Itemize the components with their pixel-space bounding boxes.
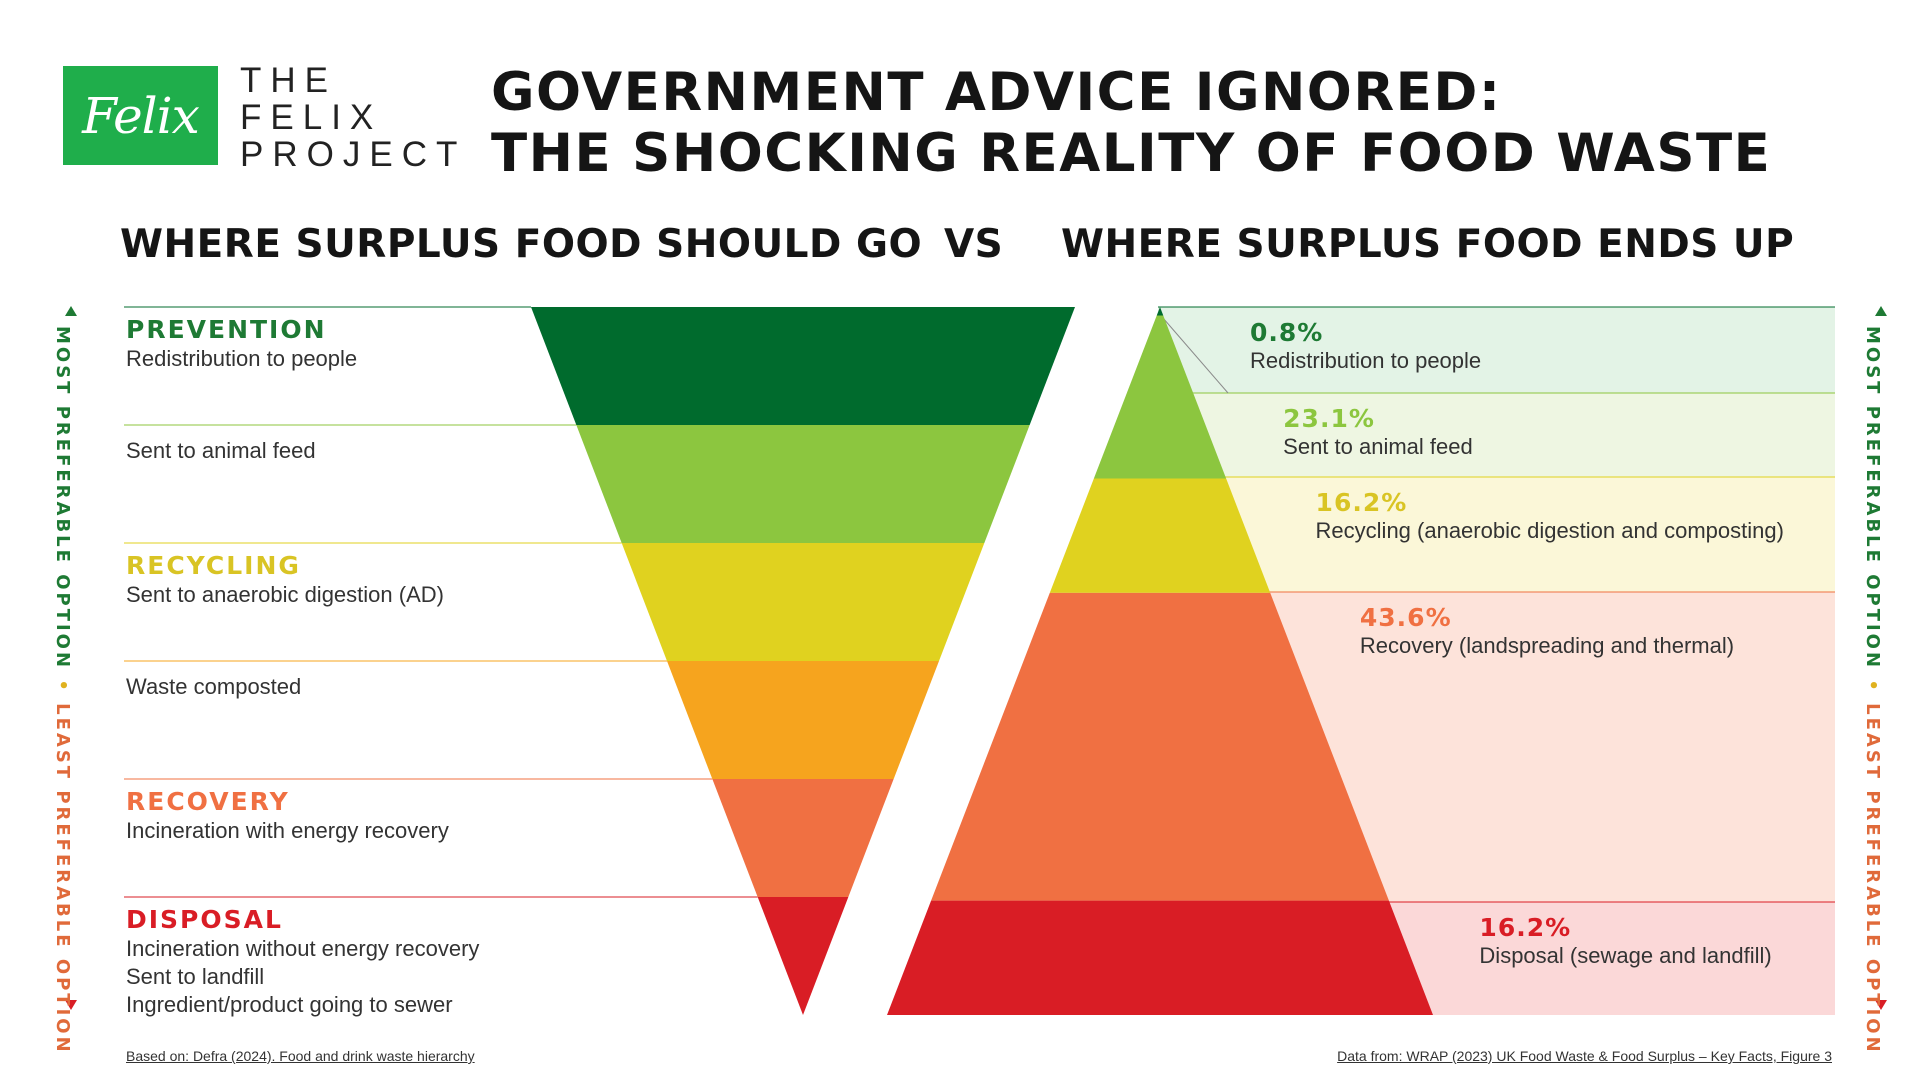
outcome-percentage: 0.8% [1250, 318, 1324, 347]
preference-axis-right: MOST PREFERABLE OPTION • LEAST PREFERABL… [1862, 326, 1883, 1055]
source-note-left: Based on: Defra (2024). Food and drink w… [126, 1048, 475, 1064]
outcome-slice-4 [931, 592, 1389, 901]
arrow-down-icon [65, 1000, 77, 1010]
axis-dot: • [52, 679, 73, 694]
hierarchy-description: Ingredient/product going to sewer [126, 992, 453, 1017]
axis-least-text: LEAST PREFERABLE OPTION [1862, 703, 1883, 1055]
hierarchy-description: Sent to landfill [126, 964, 265, 989]
logo-script: Felix [82, 86, 200, 145]
hierarchy-category-label: RECOVERY [126, 787, 290, 816]
arrow-up-icon [1875, 306, 1887, 316]
axis-most-text: MOST PREFERABLE OPTION [52, 326, 73, 671]
outcome-percentage: 43.6% [1359, 603, 1452, 632]
logo-mark: Felix [63, 66, 218, 165]
logo-line: THE [240, 61, 337, 100]
arrow-up-icon [65, 306, 77, 316]
logo-line: FELIX [240, 98, 383, 137]
hierarchy-divider-lines [124, 306, 758, 898]
arrow-down-icon [1875, 1000, 1887, 1010]
axis-dot: • [1862, 679, 1883, 694]
outcome-slice-2 [1093, 315, 1227, 479]
outcome-percentage: 16.2% [1315, 488, 1408, 517]
outcome-label: Sent to animal feed [1283, 434, 1473, 459]
preference-axis-left: MOST PREFERABLE OPTION • LEAST PREFERABL… [52, 326, 73, 1055]
title-line-1: GOVERNMENT ADVICE IGNORED: [491, 62, 1502, 123]
hierarchy-tier-3 [621, 543, 985, 661]
outcome-label: Recycling (anaerobic digestion and compo… [1315, 518, 1784, 543]
title-line-2: THE SHOCKING REALITY OF FOOD WASTE [491, 123, 1772, 184]
hierarchy-description: Incineration without energy recovery [126, 936, 480, 961]
hierarchy-tier-2 [576, 425, 1030, 543]
axis-most-text: MOST PREFERABLE OPTION [1862, 326, 1883, 671]
hierarchy-description: Incineration with energy recovery [126, 818, 449, 843]
hierarchy-category-label: PREVENTION [126, 315, 327, 344]
outcome-slice-5 [887, 900, 1433, 1015]
outcome-band [1387, 902, 1835, 1015]
hierarchy-tier-1 [531, 307, 1075, 425]
hierarchy-description: Redistribution to people [126, 346, 358, 371]
outcome-band [1158, 307, 1835, 393]
outcome-label: Disposal (sewage and landfill) [1479, 943, 1772, 968]
outcome-slice-1 [1156, 307, 1164, 316]
outcome-band [1191, 393, 1835, 477]
hierarchy-inverted-pyramid [531, 307, 1075, 1015]
outcome-label: Recovery (landspreading and thermal) [1359, 633, 1735, 658]
hierarchy-tier-4 [667, 661, 939, 779]
axis-least-text: LEAST PREFERABLE OPTION [52, 703, 73, 1055]
hierarchy-description: Sent to anaerobic digestion (AD) [126, 582, 444, 607]
hierarchy-tier-6 [757, 897, 849, 1015]
outcome-pyramid [887, 307, 1433, 1015]
source-note-right: Data from: WRAP (2023) UK Food Waste & F… [1337, 1048, 1832, 1064]
outcome-band [1223, 477, 1835, 592]
hierarchy-category-label: DISPOSAL [126, 905, 283, 934]
logo-line: PROJECT [240, 135, 467, 174]
callout-line [1162, 317, 1229, 394]
page-title: GOVERNMENT ADVICE IGNORED: THE SHOCKING … [491, 62, 1771, 184]
outcome-percentage: 16.2% [1479, 913, 1572, 942]
outcome-slice-3 [1049, 478, 1271, 593]
outcome-percentage: 23.1% [1283, 404, 1375, 433]
outcome-label: Redistribution to people [1250, 348, 1482, 373]
subhead-vs: VS [944, 222, 1004, 267]
hierarchy-description: Sent to animal feed [126, 438, 316, 463]
hierarchy-category-label: RECYCLING [126, 551, 301, 580]
hierarchy-description: Waste composted [126, 674, 302, 699]
logo-wordmark: THE FELIX PROJECT [240, 62, 466, 173]
subhead-right: WHERE SURPLUS FOOD ENDS UP [1061, 222, 1795, 267]
subhead-left: WHERE SURPLUS FOOD SHOULD GO [120, 222, 923, 267]
hierarchy-tier-5 [712, 779, 894, 897]
